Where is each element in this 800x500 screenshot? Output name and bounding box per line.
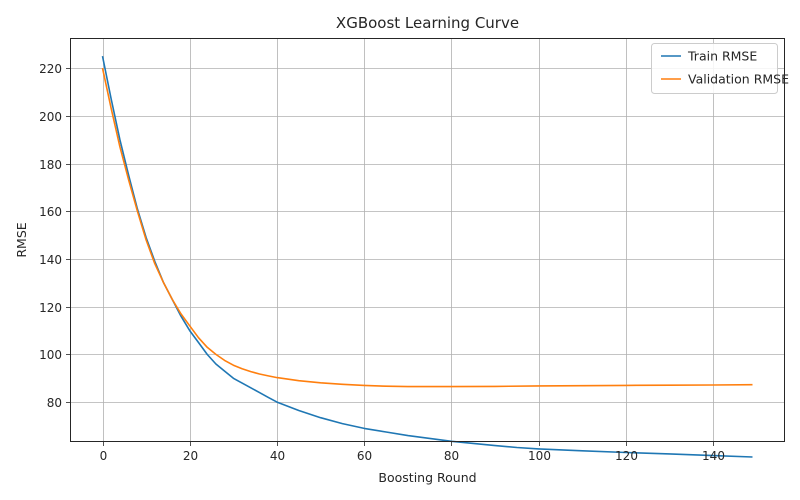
y-tick-label: 200 <box>39 110 62 124</box>
x-tick-label: 0 <box>100 449 108 463</box>
series-line-validation-rmse <box>101 67 753 388</box>
x-axis-label: Boosting Round <box>378 470 476 485</box>
grid <box>70 38 785 442</box>
legend-label-validation: Validation RMSE <box>688 72 789 87</box>
plot-frame <box>70 38 785 442</box>
x-tick-label: 60 <box>357 449 372 463</box>
x-tick-label: 100 <box>528 449 551 463</box>
y-tick-label: 180 <box>39 158 62 172</box>
x-tick-label: 80 <box>444 449 459 463</box>
y-axis-label: RMSE <box>14 222 29 257</box>
legend-label-train: Train RMSE <box>687 49 757 64</box>
legend: Train RMSE Validation RMSE <box>651 43 789 94</box>
series-line-train-rmse <box>101 55 753 458</box>
x-tick-label: 140 <box>702 449 725 463</box>
y-tick-label: 100 <box>39 348 62 362</box>
y-tick-label: 140 <box>39 253 62 267</box>
x-tick-label: 20 <box>183 449 198 463</box>
y-tick-label: 160 <box>39 205 62 219</box>
y-tick-label: 80 <box>47 396 62 410</box>
ticks: 0 20 40 60 80 100 120 140 80 100 120 140 160 180 200 22… <box>39 62 725 463</box>
y-tick-label: 220 <box>39 62 62 76</box>
series-layer <box>101 55 753 458</box>
y-tick-label: 120 <box>39 301 62 315</box>
x-tick-label: 120 <box>615 449 638 463</box>
x-tick-label: 40 <box>270 449 285 463</box>
chart-title: XGBoost Learning Curve <box>336 14 519 32</box>
legend-box <box>651 43 778 94</box>
